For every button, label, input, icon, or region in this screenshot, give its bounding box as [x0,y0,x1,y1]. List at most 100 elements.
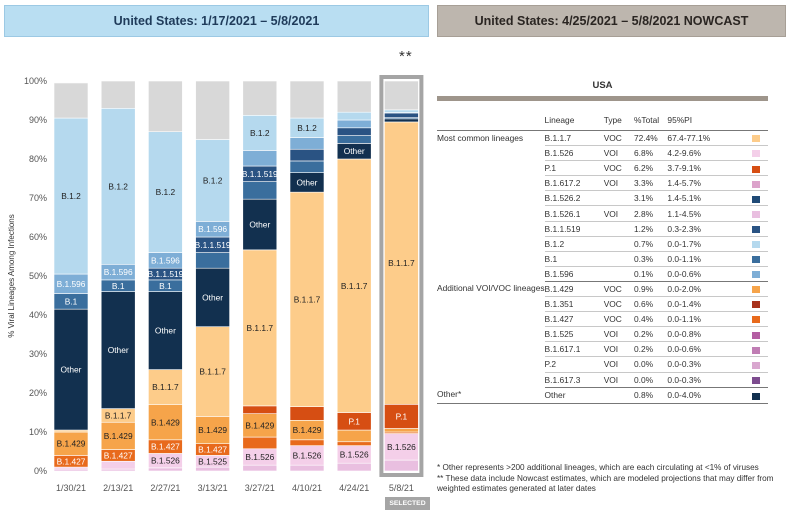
lineage-cell: B.1.526 [544,145,604,162]
table-row: B.1.596 0.1% 0.0-0.6% [437,266,768,282]
lineage-color-swatch [751,271,760,279]
bar-segment-remainder [242,80,278,116]
selected-bar-frame [379,75,424,477]
bar-data-label: B.1.1.7 [152,382,179,392]
x-tick-label: 2/13/21 [103,483,133,493]
table-row: B.1.617.2 VOI 3.3% 1.4-5.7% [437,175,768,192]
bar-data-label: B.1.429 [245,420,274,430]
pct-cell: 0.2% [633,341,668,358]
lineage-color-swatch [751,346,760,354]
lineage-color-swatch [751,256,760,264]
type-cell: VOI [603,341,634,358]
bar-segment-b-1-427 [336,441,372,446]
lineage-column-header: Lineage [544,115,575,125]
bar-segment-b-1-526-1 [195,466,230,472]
x-tick-label: 4/10/21 [292,483,322,493]
pct-cell: 0.8% [633,387,668,405]
bar-segment-remainder [53,82,89,119]
bar-data-label: Other [344,146,365,156]
bar-segment-other [53,308,89,431]
bar-data-label: B.1 [159,281,172,291]
bar-segment-b-1-2 [148,131,183,253]
table-row: B.1.526.2 3.1% 1.4-5.1% [437,190,768,207]
bar-data-label: B.1.1.7 [105,410,132,420]
bar-segment-b-1-596 [336,119,372,129]
lineage-cell: B.1.596 [544,266,604,282]
bar-data-label: B.1.427 [151,442,180,452]
lineage-color-swatch [751,392,760,400]
bar-segment-b-1-1-7 [148,369,183,406]
bar-segment-b-1-526-1 [242,464,278,472]
table-row: P.1 VOC 6.2% 3.7-9.1% [437,160,768,177]
lineage-cell: B.1.617.2 [544,175,604,192]
swatch-cell [743,129,768,147]
bar-segment-b-1-1-7 [384,121,419,405]
nowcast-marker: ** [399,48,413,65]
pct-cell: 2.8% [633,205,668,222]
swatch-cell [743,281,768,298]
swatch-cell [743,356,768,373]
bar-data-label: B.1.596 [198,224,227,234]
y-tick-label: 20% [29,388,47,398]
type-cell [603,251,634,267]
bar-data-label: B.1.1.7 [199,367,226,377]
bar-segment-other [384,118,419,123]
lineage-color-swatch [751,301,760,309]
pi-cell: 0.0-0.6% [667,266,744,282]
lineage-color-swatch [751,135,760,143]
pct-column-header: %Total [633,115,660,125]
bar-segment-b-1-2 [242,115,278,151]
group-label: Most common lineages [437,130,545,282]
pct-cell: 3.3% [633,175,668,192]
bar-data-label: B.1.429 [57,439,86,449]
pct-cell: 0.2% [633,326,668,343]
lineage-cell: P.1 [544,160,604,177]
bar-data-label: B.1.429 [104,431,133,441]
footnotes: * Other represents >200 additional linea… [437,463,782,495]
bar-data-label: B.1.526 [387,442,416,452]
bar-data-label: B.1.2 [250,128,270,138]
usa-title-rule [437,96,768,101]
x-tick-label: 1/30/21 [56,483,86,493]
table-row: B.1.2 0.7% 0.0-1.7% [437,236,768,252]
bar-data-label: B.1.2 [297,123,317,133]
type-cell: VOC [603,311,634,328]
bar-data-label: B.1.2 [156,187,176,197]
swatch-cell [743,251,768,267]
selected-badge[interactable]: SELECTED [385,497,430,510]
pct-cell: 0.4% [633,311,668,328]
lineage-cell: B.1.525 [544,326,604,343]
bar-segment-b-1-2 [195,139,230,222]
lineage-cell: B.1.1.519 [544,221,604,237]
bar-segment-other [195,267,230,327]
type-cell: VOI [603,372,634,388]
bar-data-label: B.1 [112,281,125,291]
y-tick-label: 10% [29,427,47,437]
type-cell: VOI [603,205,634,222]
footnote-nowcast: ** These data include Nowcast estimates,… [437,473,774,494]
pi-cell: 0.0-1.1% [667,251,744,267]
pi-cell: 1.1-4.5% [667,205,744,222]
bar-data-label: B.1 [65,296,78,306]
bar-data-label: B.1.1.519 [195,240,231,250]
pi-cell: 0.0-2.0% [667,281,744,298]
swatch-cell [743,296,768,313]
type-cell [603,266,634,282]
pi-cell: 0.0-1.7% [667,236,744,252]
bar-segment-b-1-526-1 [336,462,372,472]
lineage-color-swatch [751,150,760,158]
type-cell: VOI [603,326,634,343]
left-panel-header[interactable]: United States: 1/17/2021 – 5/8/2021 [4,5,429,37]
right-panel-header[interactable]: United States: 4/25/2021 – 5/8/2021 NOWC… [437,5,786,37]
bar-data-label: Other [61,365,82,375]
table-row: B.1.351 VOC 0.6% 0.0-1.4% [437,296,768,313]
bar-segment-b-1-2 [100,108,136,265]
type-cell: VOC [603,296,634,313]
type-cell: VOI [603,145,634,162]
bar-data-label: B.1.596 [57,279,86,289]
swatch-cell [743,326,768,343]
bar-segment-b-1-526-1 [384,459,419,472]
bar-data-label: B.1.2 [61,191,81,201]
bar-segment-b-1-429 [148,404,183,441]
pi-cell: 0.0-4.0% [667,387,744,405]
